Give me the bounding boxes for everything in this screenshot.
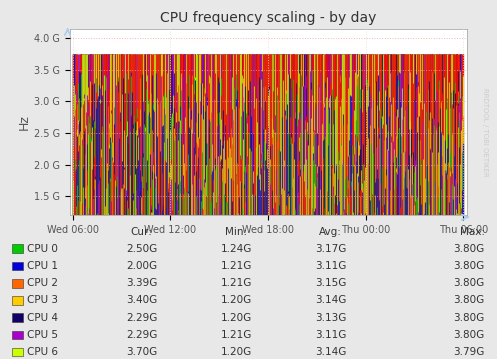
Text: 3.11G: 3.11G <box>315 330 346 340</box>
Text: RRDTOOL / TOBI OETIKER: RRDTOOL / TOBI OETIKER <box>482 88 488 177</box>
Text: 3.80G: 3.80G <box>453 330 485 340</box>
Text: 1.20G: 1.20G <box>221 295 251 306</box>
Text: Cur:: Cur: <box>131 227 153 237</box>
Text: CPU 1: CPU 1 <box>27 261 58 271</box>
Text: 1.21G: 1.21G <box>220 330 252 340</box>
Text: 3.39G: 3.39G <box>126 278 158 288</box>
Text: Max:: Max: <box>460 227 485 237</box>
Text: Avg:: Avg: <box>319 227 342 237</box>
Text: 3.14G: 3.14G <box>315 347 346 357</box>
Text: CPU 0: CPU 0 <box>27 244 58 254</box>
Text: 2.00G: 2.00G <box>126 261 157 271</box>
Text: 3.14G: 3.14G <box>315 295 346 306</box>
Text: 3.17G: 3.17G <box>315 244 346 254</box>
Text: 3.11G: 3.11G <box>315 261 346 271</box>
Text: 3.79G: 3.79G <box>453 347 485 357</box>
Text: 2.29G: 2.29G <box>126 313 158 323</box>
Text: CPU 5: CPU 5 <box>27 330 58 340</box>
Text: 3.15G: 3.15G <box>315 278 346 288</box>
Text: 1.20G: 1.20G <box>221 313 251 323</box>
Text: Min:: Min: <box>225 227 247 237</box>
Text: 1.24G: 1.24G <box>220 244 252 254</box>
Text: 3.80G: 3.80G <box>453 278 485 288</box>
Text: CPU 3: CPU 3 <box>27 295 58 306</box>
Text: 3.80G: 3.80G <box>453 313 485 323</box>
Text: 1.20G: 1.20G <box>221 347 251 357</box>
Text: 3.40G: 3.40G <box>126 295 157 306</box>
Text: 3.13G: 3.13G <box>315 313 346 323</box>
Text: 3.80G: 3.80G <box>453 295 485 306</box>
Text: 3.80G: 3.80G <box>453 244 485 254</box>
Text: 3.70G: 3.70G <box>126 347 157 357</box>
Text: CPU 2: CPU 2 <box>27 278 58 288</box>
Text: 1.21G: 1.21G <box>220 278 252 288</box>
Text: 3.80G: 3.80G <box>453 261 485 271</box>
Y-axis label: Hz: Hz <box>18 114 31 130</box>
Text: 2.29G: 2.29G <box>126 330 158 340</box>
Text: 1.21G: 1.21G <box>220 261 252 271</box>
Text: CPU 4: CPU 4 <box>27 313 58 323</box>
Text: 2.50G: 2.50G <box>126 244 157 254</box>
Text: CPU 6: CPU 6 <box>27 347 58 357</box>
Title: CPU frequency scaling - by day: CPU frequency scaling - by day <box>160 11 377 25</box>
